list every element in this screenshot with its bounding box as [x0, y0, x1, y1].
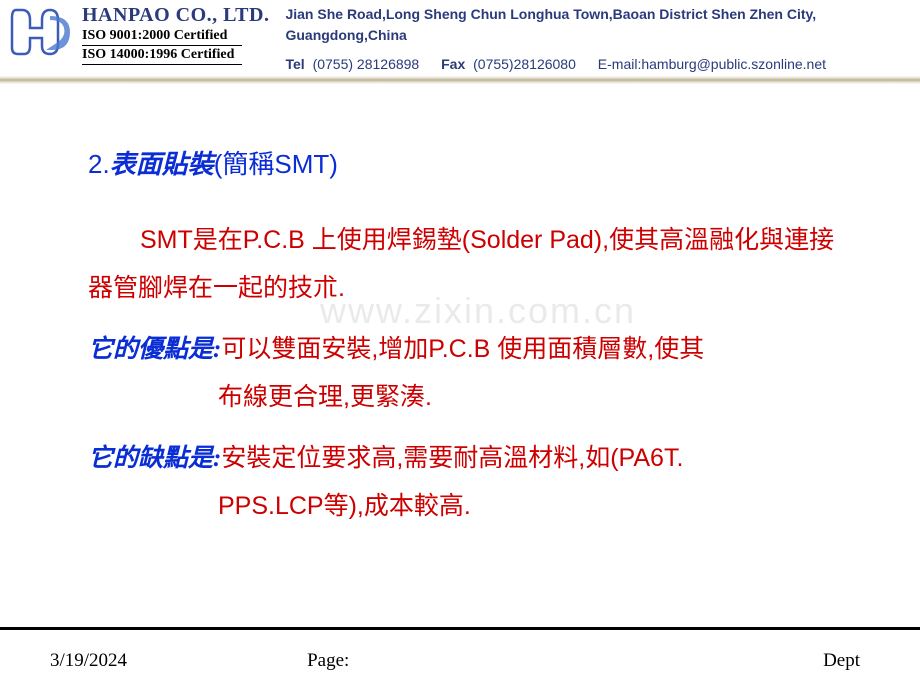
advantages-line2: 布線更合理,更緊湊. — [88, 374, 850, 422]
disadvantages-line2: PPS.LCP等),成本較高. — [88, 483, 850, 531]
address-text: Jian She Road,Long Sheng Chun Longhua To… — [285, 4, 910, 46]
disadvantages-block: 它的缺點是:安裝定位要求高,需要耐高溫材料,如(PA6T. PPS.LCP等),… — [88, 435, 850, 530]
contact-line: Tel (0755) 28126898 Fax (0755)28126080 E… — [285, 56, 910, 72]
header: HANPAO CO., LTD. ISO 9001:2000 Certified… — [0, 0, 920, 72]
disadvantages-line1: 安裝定位要求高,需要耐高溫材料,如(PA6T. — [221, 444, 683, 472]
fax-value: (0755)28126080 — [473, 56, 576, 72]
footer-dept-label: Dept — [823, 650, 860, 672]
section-title-sub: (簡稱SMT) — [214, 149, 338, 179]
section-title-main: 表面貼裝 — [110, 150, 214, 179]
intro-text: SMT是在P.C.B 上使用焊錫墊(Solder Pad),使其高溫融化與連接器… — [88, 226, 834, 302]
footer: 3/19/2024 Page: Dept — [0, 650, 920, 672]
tel-value: (0755) 28126898 — [313, 56, 420, 72]
footer-divider — [0, 627, 920, 630]
company-name: HANPAO CO., LTD. — [82, 4, 269, 27]
intro-paragraph: SMT是在P.C.B 上使用焊錫墊(Solder Pad),使其高溫融化與連接器… — [88, 217, 850, 312]
slide-content: 2.表面貼裝(簡稱SMT) SMT是在P.C.B 上使用焊錫墊(Solder P… — [0, 84, 920, 530]
advantages-block: 它的優點是:可以雙面安裝,增加P.C.B 使用面積層數,使其 布線更合理,更緊湊… — [88, 326, 850, 421]
disadvantages-title: 它的缺點是: — [88, 445, 221, 472]
company-logo-icon — [10, 4, 76, 60]
iso-cert-1: ISO 9001:2000 Certified — [82, 27, 242, 46]
fax-label: Fax — [441, 56, 465, 72]
email-label: E-mail:hamburg@public.szonline.net — [598, 56, 826, 72]
tel-label: Tel — [285, 56, 304, 72]
advantages-line1: 可以雙面安裝,增加P.C.B 使用面積層數,使其 — [221, 335, 704, 363]
advantages-title: 它的優點是: — [88, 336, 221, 363]
header-divider — [0, 76, 920, 84]
iso-cert-2: ISO 14000:1996 Certified — [82, 46, 242, 65]
section-number: 2. — [88, 149, 110, 179]
address-block: Jian She Road,Long Sheng Chun Longhua To… — [269, 4, 910, 72]
company-block: HANPAO CO., LTD. ISO 9001:2000 Certified… — [82, 4, 269, 65]
footer-date: 3/19/2024 — [50, 650, 127, 672]
section-title: 2.表面貼裝(簡稱SMT) — [88, 144, 850, 181]
logo-block: HANPAO CO., LTD. ISO 9001:2000 Certified… — [10, 4, 269, 65]
footer-page-label: Page: — [307, 650, 349, 672]
